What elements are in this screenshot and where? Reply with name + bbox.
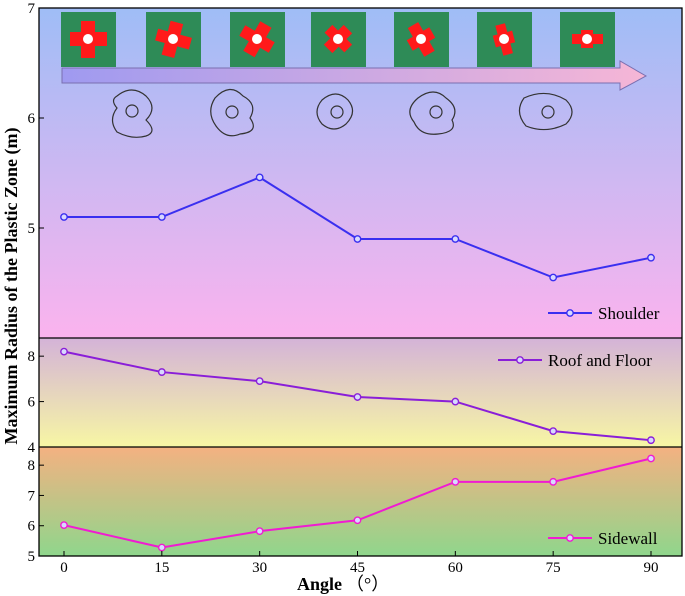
contour-thumbnail-30 (230, 12, 285, 67)
plot-frame (38, 7, 683, 557)
data-point (451, 235, 460, 243)
data-point (157, 368, 166, 376)
data-point (549, 427, 558, 436)
x-tick-label: 15 (154, 560, 169, 576)
x-tick-label: 90 (644, 560, 659, 576)
legend-marker (516, 356, 524, 364)
x-axis-title-unit: （°） (346, 574, 389, 594)
panel-sidewall-bg (39, 447, 682, 556)
data-point (647, 253, 655, 262)
panel-roof-floor-bg (39, 338, 682, 447)
y-tick-label: 7 (28, 488, 36, 504)
x-tick-label: 0 (60, 560, 68, 576)
y-tick-label: 8 (28, 458, 36, 474)
contour-thumbnail-60 (394, 12, 449, 67)
plot-layer: 5 6 7 Shoulder 4 6 8 Roof and Floor 5 6 7 8 Sidewall… (28, 1, 660, 576)
contour-thumbnail-15 (146, 12, 201, 67)
x-tick-label: 75 (546, 560, 561, 576)
zone-outline-shapes (111, 88, 573, 138)
data-point (647, 436, 655, 445)
angle-arrow (61, 60, 648, 91)
contour-thumbnail-0 (61, 12, 116, 67)
contour-thumbnail-45 (311, 12, 366, 67)
data-point (451, 397, 460, 406)
inset-illustrations (61, 12, 648, 138)
legend-label: Roof and Floor (548, 351, 652, 370)
y-tick-label: 5 (28, 549, 36, 565)
y-tick-label: 8 (28, 349, 36, 365)
y-tick-label: 4 (28, 440, 36, 456)
y-tick-label: 5 (28, 221, 36, 237)
legend-marker (566, 534, 574, 542)
contour-thumbnail-75 (477, 12, 532, 67)
x-tick-label: 45 (350, 560, 365, 576)
data-point (60, 521, 68, 530)
data-point (255, 377, 264, 386)
data-point (255, 173, 264, 182)
data-point (157, 213, 166, 221)
x-tick-label: 30 (252, 560, 267, 576)
y-tick-label: 6 (28, 111, 36, 127)
contour-thumbnail-90 (560, 12, 615, 67)
x-tick-label: 60 (448, 560, 463, 576)
data-point (451, 477, 460, 486)
y-tick-label: 6 (28, 519, 36, 535)
legend-label: Shoulder (598, 304, 660, 323)
data-point (60, 213, 68, 221)
y-axis-title: Maximum Radius of the Plastic Zone (m) (1, 128, 22, 445)
data-point (647, 454, 655, 463)
y-tick-label: 7 (28, 1, 36, 17)
data-point (549, 477, 558, 486)
legend-label: Sidewall (598, 529, 658, 548)
data-point (353, 516, 362, 525)
legend-marker (566, 309, 574, 317)
data-point (60, 347, 68, 356)
x-axis-title-label: Angle (297, 574, 342, 594)
data-point (353, 393, 362, 401)
data-point (255, 527, 264, 536)
data-point (157, 543, 166, 552)
data-point (353, 235, 362, 243)
data-point (549, 273, 558, 282)
x-axis-title: Angle （°） (297, 574, 389, 594)
y-tick-label: 6 (28, 395, 36, 411)
